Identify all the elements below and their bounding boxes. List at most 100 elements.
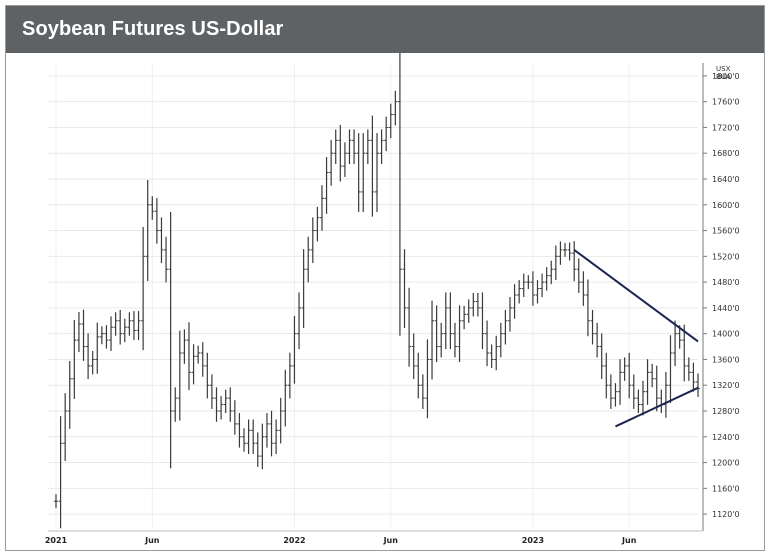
price-bar [645,359,650,405]
price-bar [370,115,375,217]
price-bar [521,273,526,298]
price-bar [640,380,645,416]
price-bar [452,322,457,358]
price-bar [517,280,522,304]
price-bar [631,374,636,409]
title-bar: Soybean Futures US-Dollar [6,6,764,53]
price-bar [375,133,379,212]
price-bar [691,362,696,392]
price-bar [196,345,201,364]
price-bar [287,352,292,399]
price-bar [310,217,315,264]
price-bar [361,133,366,212]
price-bar [388,103,393,139]
price-bar [471,292,476,317]
price-bar [255,432,260,467]
price-bar [439,322,444,358]
chart-title: Soybean Futures US-Dollar [22,18,284,40]
price-bar [319,185,324,231]
price-bar [650,363,655,388]
price-bar [164,236,169,283]
price-bar [95,322,100,374]
price-bar [526,275,531,290]
price-bar [402,249,407,328]
price-bar [159,217,164,264]
price-bar [540,273,545,298]
price-bar [475,292,480,317]
price-bar [145,180,150,282]
price-bar [673,320,678,367]
x-tick-label: 2022 [283,536,305,545]
price-bar [205,352,210,399]
price-bar [576,258,581,293]
price-bar [200,342,205,377]
price-bar [411,333,416,380]
price-bar [113,312,118,336]
y-tick-label: 1400'0 [712,330,740,339]
price-bar [457,305,462,363]
price-bar [686,357,691,381]
price-bar [54,494,58,509]
price-bar [219,396,224,420]
y-tick-label: 1800'0 [712,72,740,81]
price-bar [76,312,81,353]
price-bar [315,206,320,242]
price-bar [150,196,155,220]
price-bar [585,279,590,337]
price-bar [530,271,535,306]
price-bar [109,316,114,351]
price-bar [292,315,297,384]
price-bar [177,330,182,421]
price-bar [131,311,136,341]
price-bar [274,419,279,455]
y-tick-label: 1120'0 [712,510,740,519]
price-bar [246,419,251,455]
price-bar [67,360,72,429]
price-bar [63,393,68,462]
price-bar [99,326,104,345]
price-bar [223,389,228,414]
price-bar [237,413,242,448]
y-tick-label: 1520'0 [712,252,740,261]
y-tick-label: 1680'0 [712,149,740,158]
price-bar [283,369,288,427]
price-bar [324,157,329,214]
price-bar [668,335,673,404]
price-bar [168,211,173,469]
x-tick-label: 2021 [45,536,68,545]
price-bar [503,309,508,345]
y-tick-label: 1240'0 [712,433,740,442]
price-bars [54,53,700,529]
price-bar [306,236,311,283]
price-bar [494,335,499,371]
price-bar [136,311,141,341]
y-tick-label: 1160'0 [712,484,740,493]
price-bar [251,419,256,455]
price-bar [572,241,577,282]
price-bar [485,320,490,367]
chart-frame: Soybean Futures US-Dollar USX BUA 1800'0 17… [5,5,765,551]
price-bar [191,344,196,385]
trendlines [573,249,699,428]
price-bar [154,198,159,244]
trendline-upper [573,249,699,343]
price-bar [448,292,453,350]
price-bar [90,350,95,375]
price-bar [232,400,237,435]
price-bar [608,374,613,409]
price-bar [599,333,604,380]
price-bar [186,322,191,391]
price-bar [682,324,687,382]
price-bar [347,129,352,165]
price-bar [443,292,448,350]
price-bar [462,305,467,330]
price-bar [618,359,623,405]
price-bar [659,389,664,414]
price-bar [590,309,595,345]
price-bar [86,333,91,380]
x-tick-label: 2023 [522,536,544,545]
price-bar [297,292,302,350]
price-bar [466,299,471,323]
